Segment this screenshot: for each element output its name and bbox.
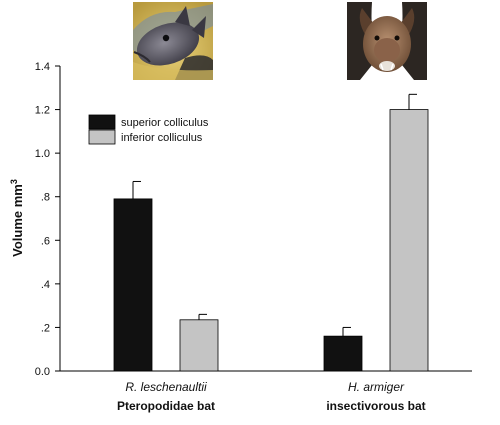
y-tick-label: .4 — [41, 279, 50, 291]
y-tick-label: .8 — [41, 192, 50, 204]
legend-label-inferior: inferior colliculus — [121, 132, 203, 144]
legend: superior colliculus inferior colliculus — [88, 114, 209, 145]
fruit-bat-photo — [133, 2, 213, 80]
y-tick-label: 1.4 — [35, 61, 50, 73]
y-tick-label: .2 — [41, 322, 50, 334]
bar-inferior-1 — [389, 109, 429, 372]
y-tick-label: 0.0 — [35, 366, 50, 378]
category-group-label-1: insectivorous bat — [326, 399, 425, 413]
bar-inferior-0 — [179, 319, 219, 372]
y-tick-label: 1.2 — [35, 105, 50, 117]
insectivorous-bat-photo — [347, 2, 427, 80]
category-label-0: R. leschenaultii — [125, 380, 207, 394]
bar-superior-1 — [323, 335, 363, 372]
category-label-1: H. armiger — [348, 380, 405, 394]
category-group-label-0: Pteropodidae bat — [117, 399, 215, 413]
legend-swatch-superior — [88, 114, 116, 130]
y-tick-label: .6 — [41, 235, 50, 247]
legend-label-superior: superior colliculus — [121, 117, 209, 129]
legend-swatch-inferior — [88, 129, 116, 145]
y-tick-label: 1.0 — [35, 148, 50, 160]
y-axis-title: Volume mm3 — [9, 179, 25, 257]
bar-superior-0 — [113, 198, 153, 372]
